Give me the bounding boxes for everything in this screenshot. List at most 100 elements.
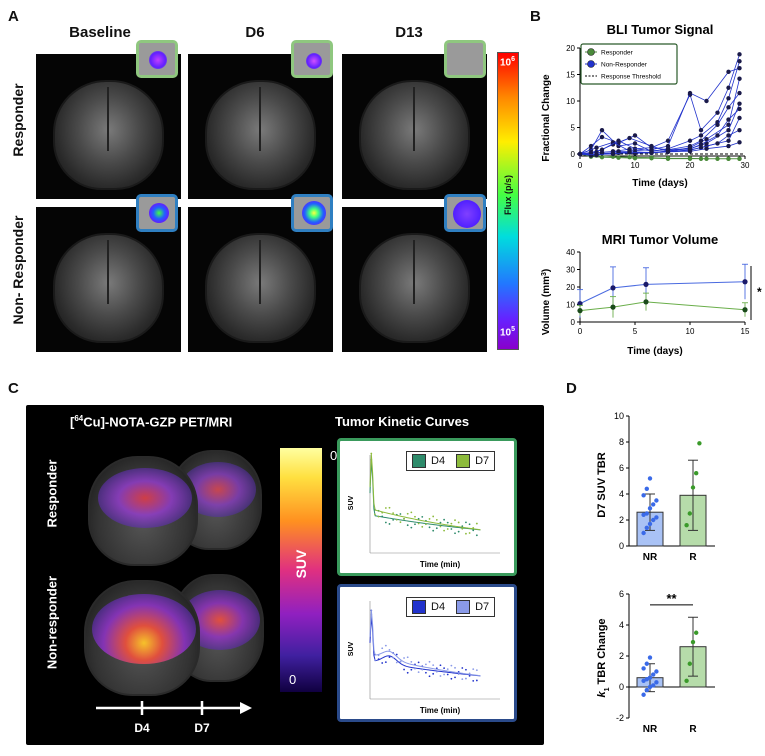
bli-inset-nonresponder-d6 — [291, 194, 333, 232]
kin-point — [461, 667, 464, 669]
kinetic-svg-responder: SUV Time (min) — [348, 452, 500, 569]
kin-point — [384, 661, 387, 664]
d-point — [641, 666, 646, 671]
d-point — [684, 523, 689, 528]
d-point — [644, 525, 649, 530]
kin-point — [377, 654, 380, 657]
panel-b-letter: B — [530, 8, 541, 25]
mri-title: MRI Tumor Volume — [602, 232, 719, 247]
bli-series-line — [579, 153, 740, 160]
kin-point — [472, 668, 475, 671]
bli-point — [726, 127, 731, 133]
d-point — [644, 486, 649, 491]
bli-point — [577, 151, 583, 157]
kin-point — [432, 529, 435, 532]
mri-xtick-label: 5 — [633, 327, 638, 336]
bli-point — [704, 98, 709, 104]
kin-point — [446, 673, 449, 676]
kin-point — [472, 529, 475, 532]
kin-point — [475, 522, 478, 525]
kin-point — [425, 523, 427, 526]
mri-ytick-label: 10 — [566, 301, 575, 310]
bli-point — [715, 122, 720, 128]
kin-point — [399, 660, 402, 663]
kin-point — [388, 523, 391, 525]
kin-point — [384, 507, 387, 509]
mri-point — [577, 308, 583, 314]
d-point — [651, 672, 656, 677]
kin-point — [370, 613, 373, 616]
d-category-label: R — [689, 552, 697, 563]
d-significance: ** — [666, 591, 677, 606]
bli-point — [665, 138, 671, 143]
kin-point — [381, 647, 384, 650]
bli-point — [737, 90, 742, 96]
d-point — [651, 683, 656, 688]
bli-point — [616, 155, 621, 160]
kin-point — [403, 517, 405, 520]
kin0-swatch-d7 — [456, 454, 471, 468]
d-point — [651, 502, 656, 507]
kin-point — [457, 530, 460, 533]
bli-point — [726, 138, 731, 143]
bli-inset-nonresponder-baseline — [136, 194, 178, 232]
kin-point — [468, 523, 471, 526]
suv-tbr-chart: 0 2 4 6 8 10 NR R D7 SUV TBR — [596, 411, 715, 563]
d-point — [644, 511, 649, 516]
kin-point — [472, 679, 475, 682]
kin-point — [421, 668, 424, 671]
kin-point — [403, 657, 405, 659]
kin-point — [465, 677, 467, 680]
flux-colorbar-title: Flux (p/s) — [503, 175, 513, 215]
kin1-legend: D4 D7 — [406, 597, 496, 617]
kin-point — [457, 673, 460, 676]
bli-point — [627, 154, 632, 160]
d-point — [687, 661, 692, 666]
flux-min-label: 105 — [500, 326, 516, 339]
d-point — [687, 511, 692, 516]
bli-point — [627, 135, 632, 141]
d-point — [644, 687, 649, 693]
kin-point — [392, 656, 395, 659]
kin-point — [388, 506, 391, 509]
d-ytick-label: 2 — [619, 515, 624, 525]
flux-colorbar — [497, 52, 519, 350]
mri-point — [643, 299, 649, 305]
suv-colorbar-title: SUV — [293, 549, 309, 579]
mri-xtick-label: 10 — [686, 327, 695, 336]
kin-point — [432, 515, 435, 518]
bli-inset-nonresponder-d13 — [444, 194, 486, 232]
kin-point — [425, 671, 427, 674]
bli-xtick-label: 10 — [631, 161, 640, 170]
bli-chart: BLI Tumor Signal 0 5 10 15 20 0 10 20 30 Time (d… — [541, 22, 750, 189]
d-point — [654, 680, 659, 685]
bli-point — [704, 146, 709, 151]
d-point — [694, 630, 699, 635]
d-ytick-label: 6 — [619, 589, 624, 599]
col-head-d6: D6 — [245, 24, 265, 41]
kin-point — [435, 527, 438, 530]
kin-point — [475, 669, 478, 672]
bli-point — [687, 149, 693, 154]
kin-point — [414, 515, 416, 518]
d-point — [651, 517, 656, 523]
bli-point — [698, 142, 704, 147]
kin-point — [388, 656, 391, 659]
kin-point — [443, 667, 445, 670]
kin1-xlabel: Time (min) — [420, 706, 461, 715]
timeline-d4: D4 — [134, 721, 150, 735]
kin-point — [475, 534, 478, 537]
bli-inset-responder-baseline — [136, 40, 178, 78]
bli-point — [649, 145, 654, 150]
mri-significance: * — [757, 285, 762, 299]
kin-fit-curve — [369, 615, 481, 677]
mri-point — [577, 301, 583, 307]
kin-point — [472, 526, 475, 529]
mri-point — [643, 281, 649, 287]
bli-point — [726, 156, 731, 161]
bli-ytick-label: 15 — [566, 71, 575, 80]
k1-tbr-chart: -2 0 2 4 6 NR R ** k1 TBR Change — [596, 589, 715, 735]
kin1-legend-d7: D7 — [475, 601, 490, 613]
bli-point — [698, 138, 704, 143]
bli-point — [632, 156, 638, 161]
